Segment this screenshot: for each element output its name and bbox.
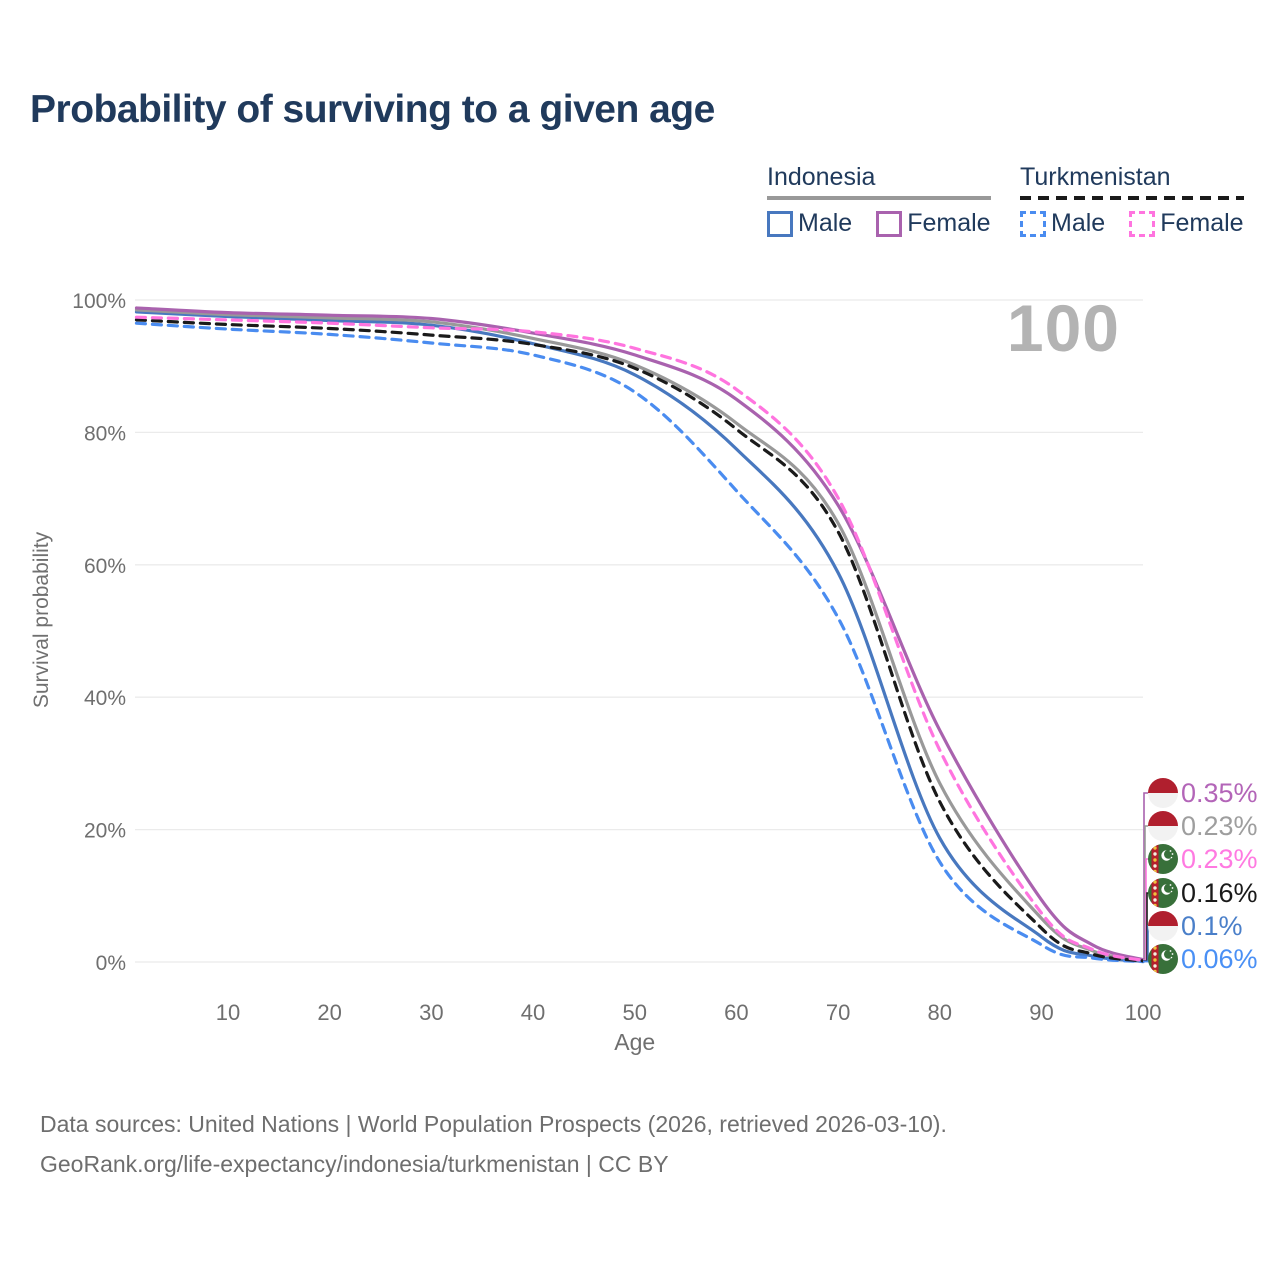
legend-turkmenistan-title: Turkmenistan [1020, 163, 1171, 191]
turkmenistan-dashed-line-swatch [1020, 196, 1244, 200]
turkmenistan-flag-icon [1148, 878, 1178, 908]
x-tick-label: 30 [419, 1000, 443, 1025]
y-tick-label: 40% [84, 687, 126, 710]
legend-indonesia-male-label: Male [798, 209, 853, 237]
indonesia-flag-icon [1148, 911, 1178, 941]
series-line-turkmenistan-female [134, 315, 1145, 963]
x-tick-label: 70 [826, 1000, 850, 1025]
y-tick-label: 100% [72, 290, 126, 313]
end-label-value: 0.16% [1181, 877, 1258, 908]
legend-indonesia-female[interactable]: Female [876, 209, 991, 238]
age-counter-watermark: 100 [1006, 291, 1120, 365]
legend-indonesia-male[interactable]: Male [767, 209, 852, 238]
end-label-indonesia-female: 0.35% [1148, 778, 1258, 808]
y-tick-label: 80% [84, 422, 126, 445]
end-label-value: 0.23% [1181, 810, 1258, 841]
x-axis-label: Age [614, 1029, 655, 1055]
series-line-turkmenistan-male [134, 321, 1145, 964]
series-line-indonesia-both [134, 308, 1145, 963]
x-tick-label: 10 [216, 1000, 240, 1025]
x-tick-label: 40 [521, 1000, 545, 1025]
y-tick-label: 0% [96, 952, 126, 975]
series-line-indonesia-female [134, 306, 1145, 962]
end-label-indonesia-both: 0.23% [1148, 811, 1258, 841]
turkmenistan-flag-icon [1148, 844, 1178, 874]
turkmenistan-female-checkbox-icon[interactable] [1129, 210, 1156, 237]
footer-attribution: GeoRank.org/life-expectancy/indonesia/tu… [40, 1151, 669, 1177]
turkmenistan-male-checkbox-icon[interactable] [1020, 210, 1046, 237]
x-tick-label: 90 [1029, 1000, 1053, 1025]
page-title: Probability of surviving to a given age [30, 88, 715, 131]
legend-turkmenistan-male[interactable]: Male [1020, 209, 1105, 238]
end-label-value: 0.35% [1181, 777, 1258, 808]
x-tick-label: 100 [1125, 1000, 1162, 1025]
legend-turkmenistan-female[interactable]: Female [1129, 209, 1244, 238]
y-tick-label: 60% [84, 555, 126, 578]
legend-group-turkmenistan: Turkmenistan Male Female [1020, 163, 1244, 238]
legend-indonesia-title: Indonesia [767, 163, 876, 191]
end-label-value: 0.1% [1181, 910, 1243, 941]
x-tick-label: 80 [928, 1000, 952, 1025]
series-line-turkmenistan-both [134, 318, 1145, 963]
x-tick-label: 50 [622, 1000, 646, 1025]
indonesia-flag-icon [1148, 811, 1178, 841]
end-label-value: 0.23% [1181, 843, 1258, 874]
end-label-turkmenistan-male: 0.06% [1148, 944, 1258, 974]
indonesia-male-checkbox-icon[interactable] [767, 210, 793, 237]
indonesia-female-checkbox-icon[interactable] [876, 210, 903, 237]
end-label-turkmenistan-female: 0.23% [1148, 844, 1258, 874]
end-label-value: 0.06% [1181, 943, 1258, 974]
legend-indonesia-female-label: Female [907, 209, 991, 237]
footer-data-sources: Data sources: United Nations | World Pop… [40, 1111, 947, 1137]
turkmenistan-flag-icon [1148, 944, 1178, 974]
indonesia-flag-icon [1148, 778, 1178, 808]
footer: Data sources: United Nations | World Pop… [40, 1104, 947, 1184]
x-tick-label: 20 [317, 1000, 341, 1025]
legend-turkmenistan-male-label: Male [1051, 209, 1106, 237]
indonesia-solid-line-swatch [767, 196, 991, 200]
legend-turkmenistan-female-label: Female [1160, 209, 1244, 237]
legend-group-indonesia: Indonesia Male Female [767, 163, 991, 238]
end-label-indonesia-male: 0.1% [1148, 911, 1243, 941]
x-tick-label: 60 [724, 1000, 748, 1025]
end-label-turkmenistan-both: 0.16% [1148, 878, 1258, 908]
y-tick-label: 20% [84, 820, 126, 843]
series-line-indonesia-male [134, 310, 1145, 963]
